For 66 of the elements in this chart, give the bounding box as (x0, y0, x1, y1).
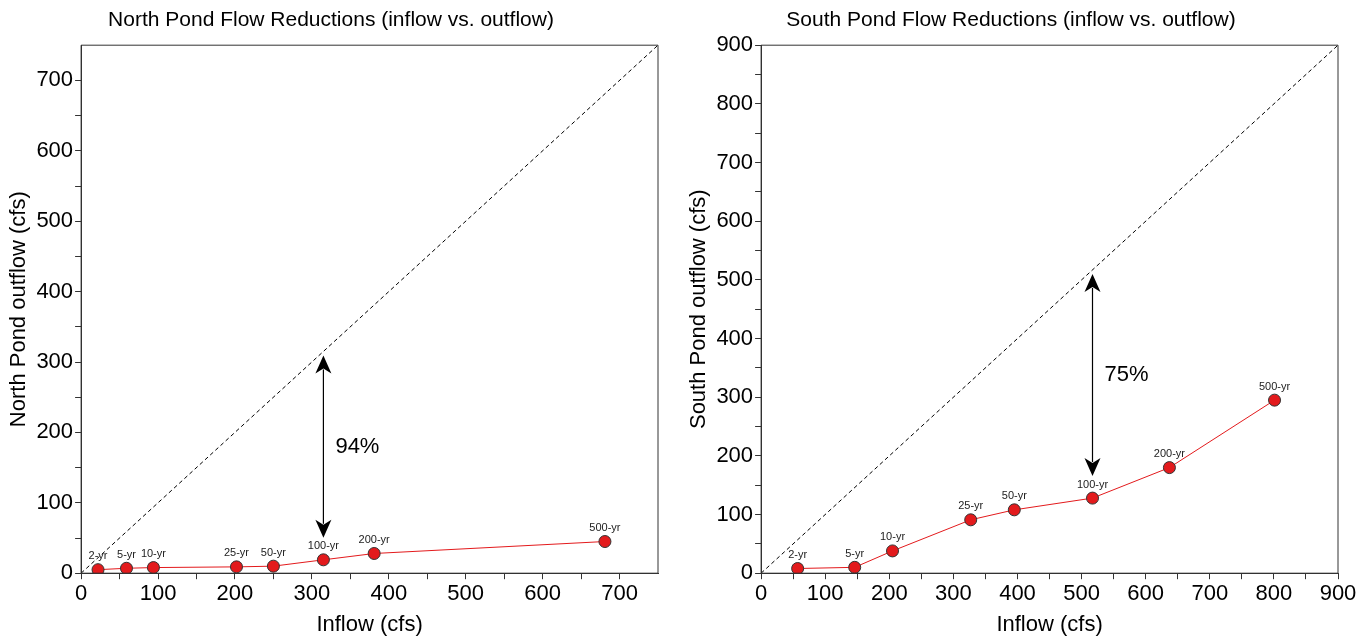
x-tick-label: 500 (1063, 580, 1100, 606)
annotation: 200-yr (1153, 447, 1186, 460)
point (886, 544, 900, 558)
point (1007, 503, 1021, 517)
point (1162, 461, 1176, 475)
annotation: 94% (335, 432, 380, 458)
point (964, 513, 978, 527)
chart-title: South Pond Flow Reductions (inflow vs. outflow) (786, 7, 1236, 31)
y-tick-label: 500 (716, 265, 754, 291)
annotation: 200-yr (358, 533, 391, 546)
y-tick-label: 0 (60, 559, 74, 585)
annotation: 5-yr (117, 547, 137, 560)
x-tick-label: 200 (216, 580, 254, 606)
annotation: 25-yr (223, 546, 250, 559)
y-axis-title: South Pond outflow (cfs) (685, 189, 711, 430)
y-axis-title: North Pond outflow (cfs) (5, 191, 31, 428)
x-axis-title: Inflow (cfs) (316, 610, 423, 636)
x-tick-label: 400 (999, 580, 1036, 606)
x-tick-label: 600 (1127, 580, 1165, 606)
annotation: 500-yr (1258, 379, 1291, 392)
annotation: 5-yr (845, 546, 865, 559)
x-tick-label: 300 (935, 580, 972, 606)
y-tick-label: 200 (716, 441, 754, 467)
annotation: 2-yr (88, 549, 108, 562)
y-tick-label: 600 (36, 136, 74, 162)
point (791, 562, 805, 574)
y-tick-label: 100 (716, 500, 754, 526)
x-tick-label: 900 (1319, 580, 1357, 606)
annotation: 2-yr (788, 548, 808, 561)
x-tick-label: 200 (870, 580, 908, 606)
y-tick-label: 300 (716, 383, 754, 409)
x-tick-label: 400 (370, 580, 408, 606)
y-tick-label: 200 (36, 418, 74, 444)
annotation: 10-yr (140, 547, 167, 560)
y-tick-label: 300 (36, 348, 74, 374)
x-tick-label: 500 (447, 580, 485, 606)
x-tick-label: 800 (1255, 580, 1293, 606)
annotation: 25-yr (958, 499, 984, 512)
y-tick-label: 900 (716, 31, 754, 57)
annotation: 100-yr (1076, 477, 1109, 490)
annotation: 50-yr (260, 545, 287, 558)
y-tick-label: 0 (740, 559, 754, 585)
x-tick-label: 700 (1191, 580, 1229, 606)
y-tick-label: 700 (716, 148, 754, 174)
annotation: 100-yr (307, 539, 340, 552)
x-tick-label: 700 (601, 580, 638, 606)
annotation: 50-yr (1001, 489, 1028, 502)
point (1086, 491, 1099, 505)
x-axis-title: Inflow (cfs) (996, 610, 1103, 636)
y-tick-label: 800 (716, 89, 754, 115)
y-tick-label: 500 (36, 207, 74, 233)
point (848, 560, 862, 574)
y-tick-label: 400 (36, 277, 74, 303)
annotation: 10-yr (879, 530, 906, 543)
annotation: 500-yr (589, 521, 621, 534)
y-tick-label: 600 (716, 207, 754, 233)
x-tick-label: 100 (139, 580, 177, 606)
x-tick-label: 300 (293, 580, 331, 606)
y-tick-label: 400 (716, 324, 754, 350)
y-tick-label: 700 (36, 66, 74, 92)
annotation: 75% (1104, 361, 1149, 387)
chart-title: North Pond Flow Reductions (inflow vs. outflow) (108, 7, 554, 31)
x-tick-label: 600 (524, 580, 561, 606)
y-tick-label: 100 (36, 488, 74, 514)
x-tick-label: 100 (806, 580, 844, 606)
point (1268, 393, 1282, 407)
